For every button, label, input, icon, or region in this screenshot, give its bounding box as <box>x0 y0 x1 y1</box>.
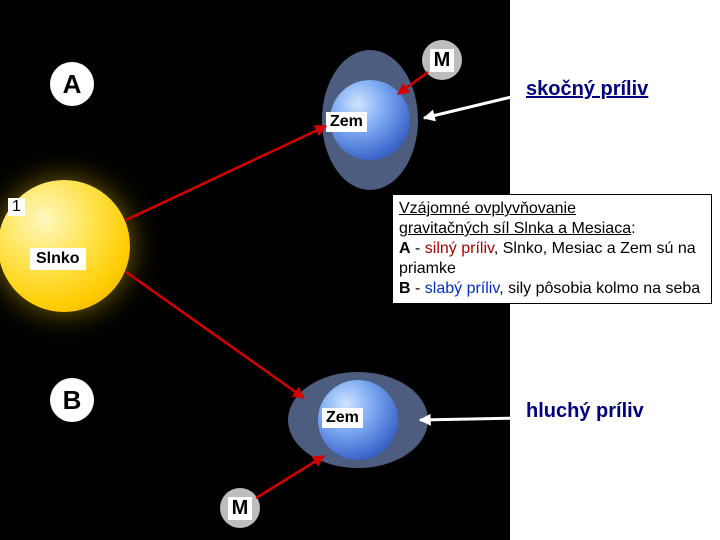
desc-B-rest: , sily pôsobia kolmo na seba <box>499 280 700 297</box>
sun-label: Slnko <box>30 248 86 270</box>
desc-line1a: Vzájomné ovplyvňovanie <box>399 200 576 217</box>
earth-b-label: Zem <box>322 408 363 428</box>
earth-a-label: Zem <box>326 112 367 132</box>
desc-B-label: B <box>399 280 411 297</box>
scenario-B-badge: B <box>50 378 94 422</box>
description-box: Vzájomné ovplyvňovanie gravitačných síl S… <box>392 194 712 304</box>
scenario-A-badge: A <box>50 62 94 106</box>
desc-B-dash: - <box>411 280 425 297</box>
desc-line1b: gravitačných síl Slnka a Mesiaca <box>399 220 631 237</box>
desc-B-strong: slabý príliv <box>425 280 499 297</box>
spring-tide-label: skočný príliv <box>526 78 648 101</box>
desc-A-strong: silný príliv <box>425 240 494 257</box>
moon-b: M <box>220 488 260 528</box>
diagram-stage: A B Slnko 1 Zem M Zem Mskočný príliv hluchý príl… <box>0 0 720 540</box>
moon-a-label: M <box>430 49 455 72</box>
desc-A-dash: - <box>411 240 425 257</box>
moon-a: M <box>422 40 462 80</box>
neap-tide-label: hluchý príliv <box>526 400 644 423</box>
desc-colon: : <box>631 220 635 237</box>
moon-b-label: M <box>228 497 253 520</box>
marker-1: 1 <box>8 198 25 216</box>
desc-A-label: A <box>399 240 411 257</box>
